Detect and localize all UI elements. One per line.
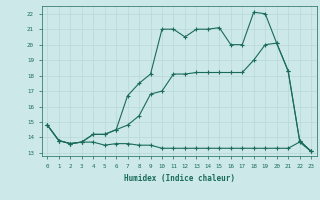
X-axis label: Humidex (Indice chaleur): Humidex (Indice chaleur) (124, 174, 235, 183)
